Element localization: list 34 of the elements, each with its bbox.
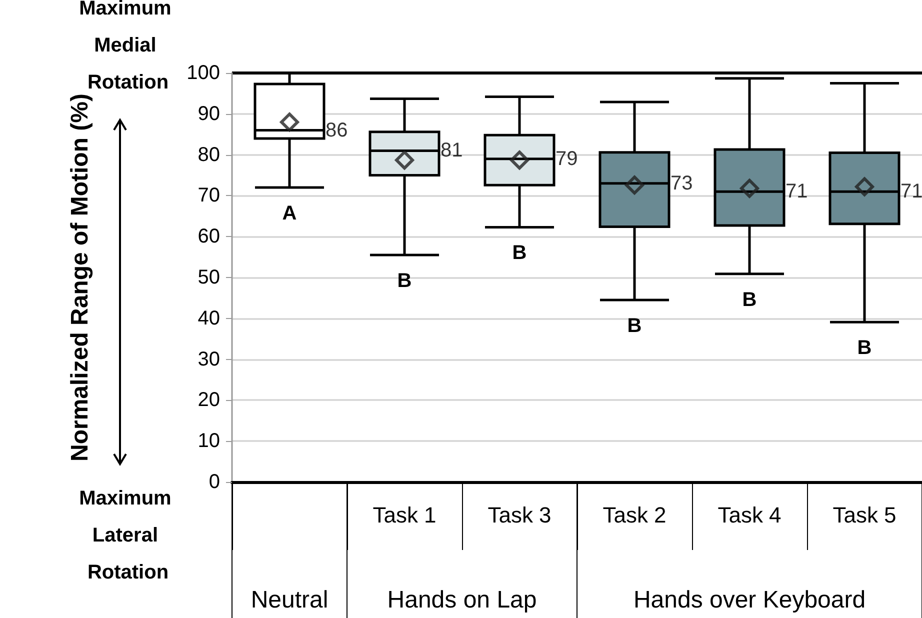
y-tick-label: 50 [198, 266, 220, 288]
y-tick-label: 10 [198, 430, 220, 452]
x-tick-label: Task 3 [488, 502, 552, 528]
x-tick-label: Task 1 [372, 502, 436, 528]
text: Maximum Medial Rotation [79, 0, 177, 94]
annotation: B [397, 270, 412, 292]
text: 71 [900, 180, 922, 203]
y-tick-label: 0 [208, 471, 220, 493]
text: 81 [440, 140, 463, 162]
x-tick-label: Task 5 [832, 502, 896, 528]
y-tick-label: 30 [198, 348, 220, 370]
text: Maximum Lateral Rotation [79, 488, 177, 584]
text: Hands on Lap [387, 586, 537, 614]
annotation: B [742, 288, 757, 311]
annotation: B [857, 337, 872, 360]
y-tick-label: 20 [198, 389, 220, 412]
annotation: B [512, 242, 527, 264]
text: Hands over Keyboard [633, 586, 866, 614]
text: 86 [326, 119, 348, 142]
x-tick-label: Task 2 [602, 502, 666, 528]
text: 79 [556, 148, 578, 170]
y-tick-label: 40 [198, 307, 220, 330]
annotation: B [627, 314, 642, 337]
y-axis-title: Normalized Range of Motion (%) [66, 94, 94, 462]
x-tick-label: Task 4 [718, 502, 782, 528]
annotation: A [282, 202, 297, 225]
y-tick-label: 70 [198, 184, 220, 207]
y-tick-label: 100 [186, 62, 220, 84]
text: 71 [786, 180, 808, 203]
y-tick-label: 80 [198, 144, 220, 166]
text: Neutral [250, 586, 328, 614]
y-tick-label: 60 [198, 226, 220, 248]
text: 73 [670, 172, 693, 194]
y-tick-label: 90 [198, 102, 220, 125]
